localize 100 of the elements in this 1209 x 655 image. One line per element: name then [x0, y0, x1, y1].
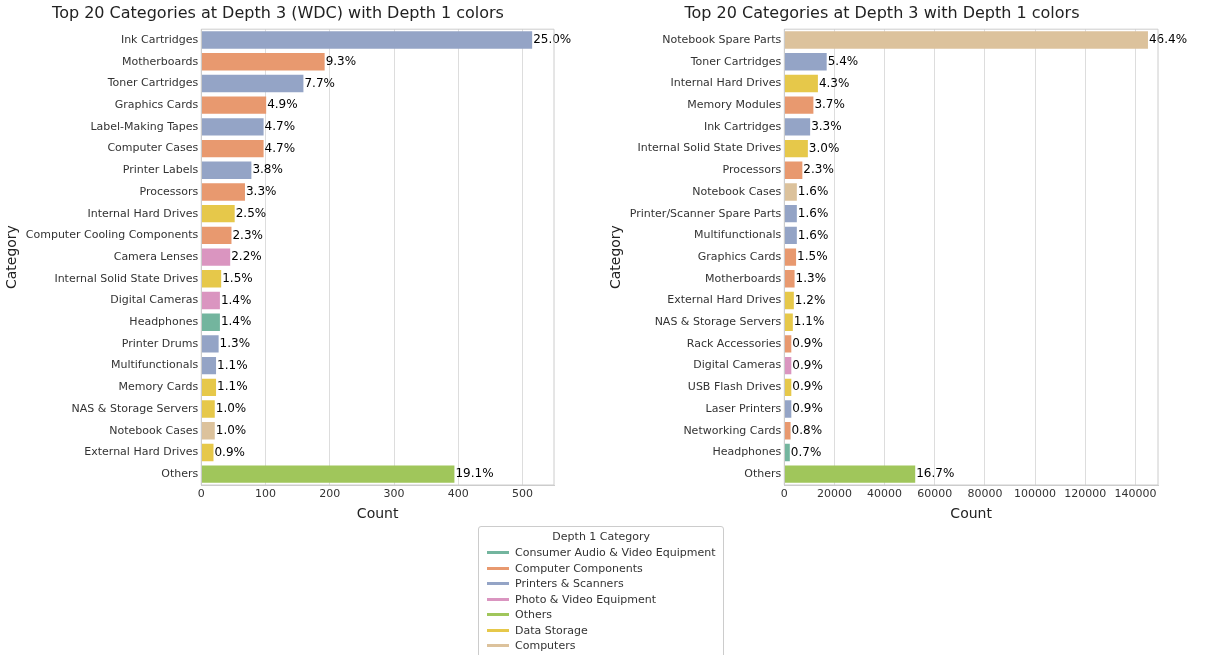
annotation: 9.3% — [325, 53, 357, 68]
y-tick-label: Notebook Cases — [692, 184, 782, 198]
legend-label: Computers — [515, 639, 576, 653]
y-tick-label: Toner Cartridges — [689, 54, 782, 68]
bar — [201, 74, 304, 93]
x-tick-label: 80000 — [967, 487, 1003, 501]
annotation: 7.7% — [304, 75, 335, 90]
legend-label: Data Storage — [515, 623, 588, 637]
annotation: 4.3% — [818, 75, 850, 90]
x-tick-label: 40000 — [867, 487, 903, 501]
y-tick-label: Internal Hard Drives — [87, 206, 199, 220]
legend-title: Depth 1 Category — [551, 530, 652, 543]
y-tick-label: NAS & Storage Servers — [71, 401, 199, 415]
y-tick-label: Multifunctionals — [110, 358, 199, 372]
bar — [201, 356, 217, 375]
bar — [784, 313, 793, 331]
x-tick-label: 100000 — [1014, 487, 1057, 501]
bar — [784, 270, 795, 288]
annotation: 3.3% — [245, 184, 277, 199]
x-tick-label: 100 — [255, 487, 277, 501]
bar — [201, 205, 235, 223]
annotation: 2.5% — [235, 205, 267, 220]
x-tick-label: 120000 — [1064, 487, 1107, 501]
y-axis-title: Category — [3, 225, 20, 290]
y-tick-label: Camera Lenses — [113, 249, 199, 263]
y-tick-label: Digital Cameras — [110, 293, 199, 307]
bar — [201, 465, 455, 483]
bar — [784, 31, 1148, 49]
y-tick-label: Memory Modules — [687, 98, 782, 112]
legend-label: Consumer Audio & Video Equipment — [515, 546, 716, 560]
bar — [784, 183, 797, 201]
bar — [201, 118, 264, 136]
annotation: 4.7% — [264, 119, 296, 133]
annotation: 1.6% — [797, 184, 829, 199]
x-tick-label: 20000 — [816, 487, 852, 501]
annotation: 0.9% — [792, 379, 823, 394]
annotation: 0.8% — [791, 422, 823, 437]
bar — [784, 248, 797, 266]
legend-label: Others — [515, 608, 552, 622]
y-axis-title: Category — [607, 225, 624, 290]
bar — [784, 161, 803, 179]
bar — [784, 96, 814, 114]
x-tick-label: 140000 — [1114, 487, 1157, 501]
annotation: 5.4% — [827, 53, 859, 68]
y-tick-label: Motherboards — [121, 54, 199, 68]
annotation: 46.4% — [1148, 32, 1188, 47]
y-tick-label: Label-Making Tapes — [90, 119, 199, 133]
bar — [201, 161, 252, 179]
bar — [784, 291, 794, 310]
annotation: 1.4% — [220, 314, 252, 329]
bar — [784, 74, 818, 93]
bar — [784, 139, 808, 158]
x-axis-title: Count — [950, 505, 993, 522]
annotation: 1.0% — [215, 401, 247, 416]
annotation: 1.3% — [219, 336, 251, 351]
y-tick-label: NAS & Storage Servers — [654, 315, 782, 329]
annotation: 1.1% — [793, 314, 825, 329]
y-tick-label: Internal Hard Drives — [670, 76, 782, 90]
y-tick-label: Graphics Cards — [697, 249, 782, 263]
y-tick-label: External Hard Drives — [84, 445, 199, 459]
y-tick-label: Computer Cases — [107, 141, 199, 155]
annotation: 0.9% — [792, 401, 823, 416]
y-tick-label: Notebook Cases — [109, 423, 199, 437]
annotation: 4.9% — [267, 97, 298, 112]
annotation: 1.1% — [217, 379, 248, 394]
y-tick-label: Others — [744, 467, 782, 481]
annotation: 0.7% — [790, 444, 822, 459]
legend-label: Printers & Scanners — [515, 577, 624, 591]
annotation: 3.3% — [811, 119, 842, 133]
y-tick-label: USB Flash Drives — [687, 380, 782, 394]
y-tick-label: External Hard Drives — [667, 293, 782, 307]
bar — [201, 443, 214, 462]
y-tick-label: Headphones — [712, 445, 782, 459]
bar — [201, 400, 215, 418]
annotation: 1.4% — [220, 292, 252, 307]
y-tick-label: Ink Cartridges — [703, 119, 782, 133]
y-tick-label: Printer Drums — [121, 336, 199, 350]
bar — [201, 183, 245, 201]
annotation: 1.2% — [794, 292, 826, 307]
annotation: 1.5% — [222, 270, 253, 285]
bar — [201, 313, 220, 331]
annotation: 25.0% — [533, 32, 572, 47]
y-tick-label: Printer Labels — [122, 163, 199, 177]
annotation: 4.7% — [264, 140, 296, 155]
x-tick-label: 0 — [780, 487, 788, 501]
y-tick-label: Internal Solid State Drives — [637, 141, 782, 155]
annotation: 3.8% — [252, 162, 283, 177]
annotation: 1.6% — [797, 227, 829, 242]
bar — [201, 31, 533, 49]
y-tick-label: Graphics Cards — [114, 98, 199, 112]
y-tick-label: Ink Cartridges — [120, 32, 199, 46]
x-tick-label: 500 — [512, 487, 534, 501]
annotation: 3.0% — [808, 140, 840, 155]
y-tick-label: Others — [161, 467, 199, 481]
bar — [784, 443, 790, 462]
y-tick-label: Rack Accessories — [686, 336, 782, 350]
x-tick-label: 400 — [447, 487, 469, 501]
x-tick-label: 60000 — [917, 487, 953, 501]
y-tick-label: Headphones — [129, 315, 199, 329]
bar — [201, 422, 215, 440]
